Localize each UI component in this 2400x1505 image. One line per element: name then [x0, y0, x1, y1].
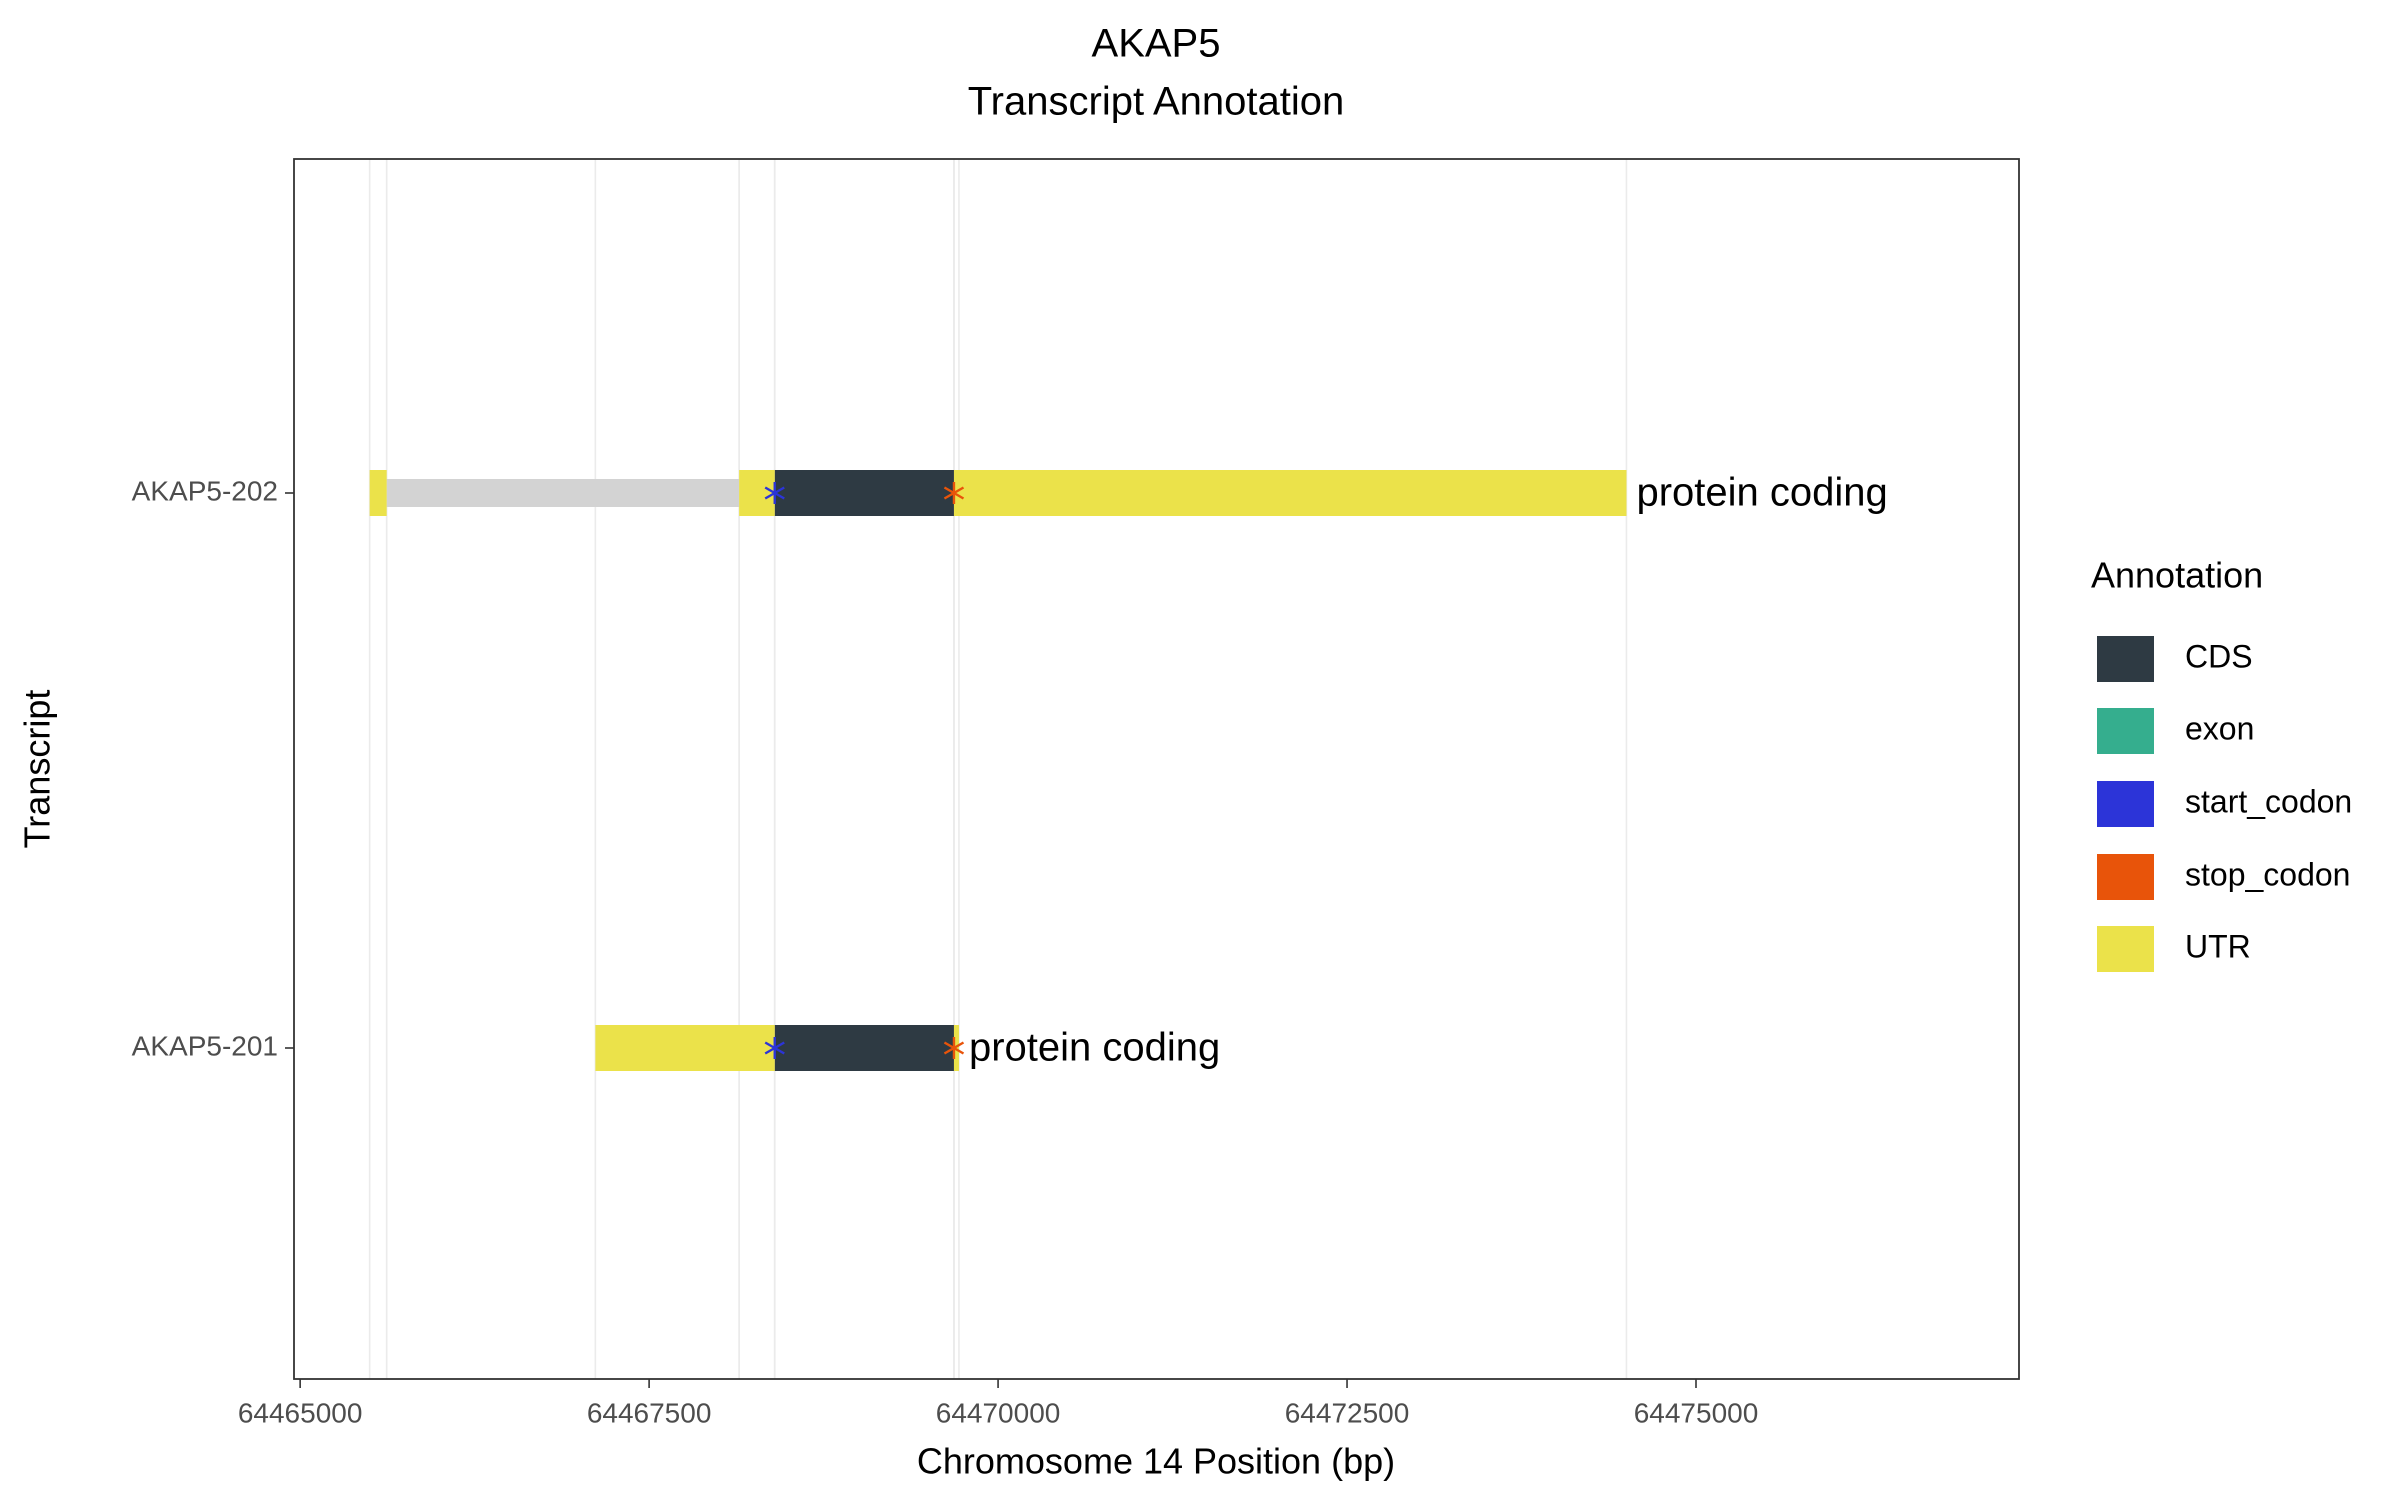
y-tick-label: AKAP5-202 [132, 475, 278, 506]
intron [386, 479, 740, 507]
legend-label: UTR [2185, 928, 2251, 964]
feature-bar [739, 470, 775, 516]
x-axis-title: Chromosome 14 Position (bp) [917, 1441, 1395, 1482]
legend-label: CDS [2185, 638, 2253, 674]
x-tick-label: 64472500 [1285, 1397, 1410, 1428]
feature-bar [595, 1025, 775, 1071]
legend-label: start_codon [2185, 783, 2352, 819]
biotype-label: protein coding [1636, 471, 1887, 515]
chart-subtitle: Transcript Annotation [968, 80, 1345, 124]
x-tick-label: 64475000 [1634, 1397, 1759, 1428]
legend-label: exon [2185, 710, 2254, 746]
legend-key [2097, 708, 2154, 754]
legend-key [2097, 854, 2154, 900]
legend-title: Annotation [2091, 555, 2263, 596]
legend-key [2097, 636, 2154, 682]
plot-border [293, 158, 2020, 1380]
biotype-label: protein coding [969, 1026, 1220, 1070]
chart-title: AKAP5 [1092, 22, 1221, 66]
feature-bar [953, 1025, 959, 1071]
feature-bar [774, 470, 954, 516]
feature-bar [369, 470, 387, 516]
codon-marker [943, 1037, 965, 1059]
x-tick-label: 64467500 [587, 1397, 712, 1428]
plot-background [294, 159, 2019, 1379]
legend-key [2097, 781, 2154, 827]
x-tick-label: 64470000 [936, 1397, 1061, 1428]
y-axis-title: Transcript [17, 690, 58, 849]
codon-marker [943, 482, 965, 504]
legend-key [2097, 926, 2154, 972]
y-tick-label: AKAP5-201 [132, 1030, 278, 1061]
codon-marker [764, 482, 785, 504]
codon-marker [764, 1037, 785, 1059]
feature-bar [953, 470, 1627, 516]
x-tick-label: 64465000 [238, 1397, 363, 1428]
legend-label: stop_codon [2185, 856, 2350, 892]
feature-bar [774, 1025, 954, 1071]
